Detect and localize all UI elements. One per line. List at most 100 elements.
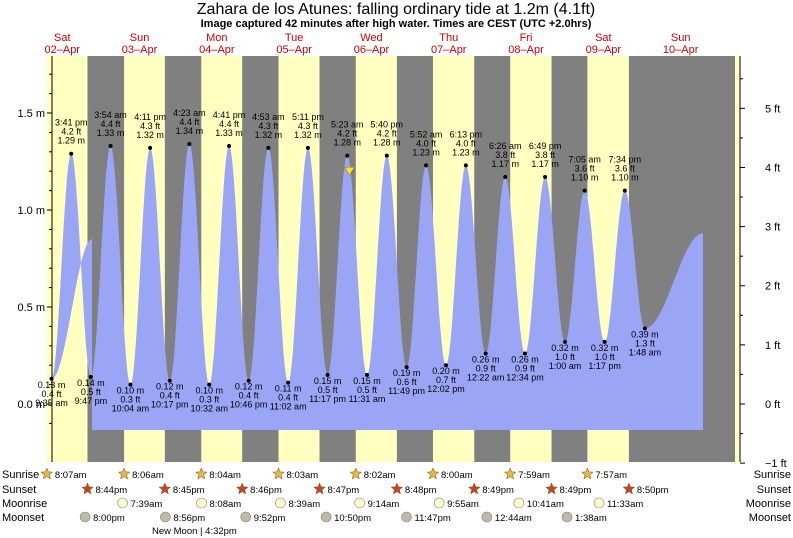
tide-time-label: 6:49 pm bbox=[529, 141, 562, 151]
day-name: Sun bbox=[671, 32, 691, 44]
tide-height-m-label: 1.17 m bbox=[491, 159, 519, 169]
tide-point bbox=[602, 339, 607, 344]
tide-point bbox=[128, 382, 133, 387]
astro-row-label-right: Moonset bbox=[749, 512, 791, 524]
tide-height-m-label: 1.10 m bbox=[611, 173, 639, 183]
tide-time-label: 9:35 am bbox=[35, 398, 68, 408]
y-right-tick-label: 5 ft bbox=[765, 103, 780, 115]
tide-labels: 0.13 m0.4 ft9:35 am3:41 pm4.2 ft1.29 m0.… bbox=[35, 108, 661, 414]
tide-height-m-label: 0.26 m bbox=[511, 355, 539, 365]
tide-time-label: 11:02 am bbox=[270, 402, 307, 412]
tide-point bbox=[522, 351, 527, 356]
tide-height-ft-label: 4.4 ft bbox=[101, 119, 122, 129]
tide-time-label: 12:34 pm bbox=[506, 373, 544, 383]
day-name: Sat bbox=[595, 32, 612, 44]
moonset-icon bbox=[160, 511, 171, 523]
astro-row-label-left: Sunrise bbox=[2, 469, 39, 481]
moonrise-icon bbox=[354, 497, 365, 509]
tide-point bbox=[443, 363, 448, 368]
tide-height-ft-label: 4.2 ft bbox=[377, 129, 398, 139]
sunset-time: 8:49pm bbox=[560, 485, 592, 496]
tide-height-ft-label: 3.6 ft bbox=[615, 164, 636, 174]
tide-time-label: 4:53 am bbox=[252, 112, 285, 122]
tide-area bbox=[51, 144, 704, 430]
tide-height-ft-label: 4.3 ft bbox=[140, 121, 161, 131]
day-name: Sun bbox=[130, 32, 150, 44]
tide-height-ft-label: 0.4 ft bbox=[42, 389, 63, 399]
day-date: 07–Apr bbox=[431, 44, 467, 56]
sunset-icon bbox=[622, 482, 636, 495]
moonset-icon bbox=[240, 511, 252, 523]
tide-time-label: 3:41 pm bbox=[55, 118, 88, 128]
sunrise-icon bbox=[40, 467, 54, 480]
tide-height-m-label: 1.29 m bbox=[57, 136, 85, 146]
y-left-tick-label: 0.0 m bbox=[17, 399, 45, 411]
tide-time-label: 4:23 am bbox=[173, 108, 206, 118]
tide-point bbox=[483, 351, 488, 356]
tide-point bbox=[364, 372, 369, 377]
tide-time-label: 5:23 am bbox=[331, 120, 364, 130]
tide-point bbox=[108, 143, 113, 148]
day-date: 03–Apr bbox=[122, 44, 158, 56]
moonrise-icon bbox=[593, 497, 605, 509]
chart-title: Zahara de los Atunes: falling ordinary t… bbox=[197, 1, 595, 18]
tide-height-m-label: 0.12 m bbox=[235, 382, 263, 392]
tide-height-ft-label: 0.5 ft bbox=[357, 385, 378, 395]
tide-height-m-label: 0.19 m bbox=[393, 368, 421, 378]
tide-time-label: 11:49 pm bbox=[388, 386, 425, 396]
sunset-time: 8:50pm bbox=[637, 485, 669, 496]
tide-point bbox=[563, 339, 568, 344]
moonrise-time: 9:55am bbox=[447, 499, 479, 510]
y-right-tick-label: −1 ft bbox=[765, 458, 787, 470]
moonset-icon bbox=[320, 511, 332, 523]
sunrise-icon bbox=[581, 467, 594, 480]
day-date: 02–Apr bbox=[45, 44, 81, 56]
sunrise-icon bbox=[426, 467, 440, 480]
tide-height-ft-label: 0.4 ft bbox=[239, 391, 260, 401]
y-right-tick-label: 2 ft bbox=[765, 281, 780, 293]
tide-point bbox=[187, 142, 192, 147]
tide-time-label: 6:13 pm bbox=[450, 129, 483, 139]
tide-height-ft-label: 3.8 ft bbox=[535, 150, 556, 160]
tide-height-ft-label: 0.9 ft bbox=[515, 364, 536, 374]
tide-height-m-label: 0.32 m bbox=[591, 343, 619, 353]
tide-height-m-label: 0.11 m bbox=[275, 384, 302, 394]
moonrise-icon bbox=[433, 497, 445, 509]
tide-point bbox=[582, 188, 587, 193]
y-right-tick-label: 1 ft bbox=[765, 340, 780, 352]
current-tide-marker bbox=[343, 166, 356, 176]
moonset-time: 8:56pm bbox=[173, 513, 205, 524]
tide-time-label: 1:00 am bbox=[549, 361, 582, 371]
tide-point bbox=[167, 378, 172, 383]
sunrise-time: 7:59am bbox=[518, 470, 550, 481]
tide-height-ft-label: 4.0 ft bbox=[416, 138, 437, 148]
tide-time-label: 10:46 pm bbox=[230, 400, 268, 410]
sunrise-time: 8:06am bbox=[132, 470, 164, 481]
tide-height-m-label: 1.23 m bbox=[452, 147, 480, 157]
tide-height-m-label: 0.39 m bbox=[631, 329, 659, 339]
tide-time-label: 12:02 pm bbox=[427, 384, 465, 394]
sunset-icon bbox=[313, 482, 326, 495]
moonset-icon bbox=[79, 511, 91, 523]
tide-time-label: 7:34 pm bbox=[609, 155, 642, 165]
tide-height-m-label: 1.10 m bbox=[571, 173, 599, 183]
tide-point bbox=[325, 372, 330, 377]
tide-point bbox=[345, 153, 350, 158]
day-name: Wed bbox=[360, 32, 382, 44]
day-name: Sat bbox=[54, 32, 71, 44]
astro-table: Sunrise Sunrise Sunset Sunset Moonrise Moonri… bbox=[2, 467, 791, 537]
sunrise-icon bbox=[272, 467, 285, 480]
tide-height-m-label: 1.23 m bbox=[412, 147, 440, 157]
sunset-icon bbox=[81, 482, 94, 495]
tide-time-label: 4:41 pm bbox=[213, 110, 246, 120]
moonset-icon bbox=[401, 511, 412, 523]
tide-height-ft-label: 4.3 ft bbox=[258, 121, 279, 131]
tide-point bbox=[463, 163, 468, 168]
sunrise-icon bbox=[117, 467, 131, 480]
sunrise-time: 8:03am bbox=[287, 470, 319, 481]
astro-row-label-right: Sunrise bbox=[754, 469, 791, 481]
moonset-time: 11:47pm bbox=[415, 513, 451, 524]
tide-time-label: 7:05 am bbox=[568, 155, 601, 165]
astro-row-label-right: Sunset bbox=[757, 484, 791, 496]
sunset-icon bbox=[467, 482, 481, 495]
